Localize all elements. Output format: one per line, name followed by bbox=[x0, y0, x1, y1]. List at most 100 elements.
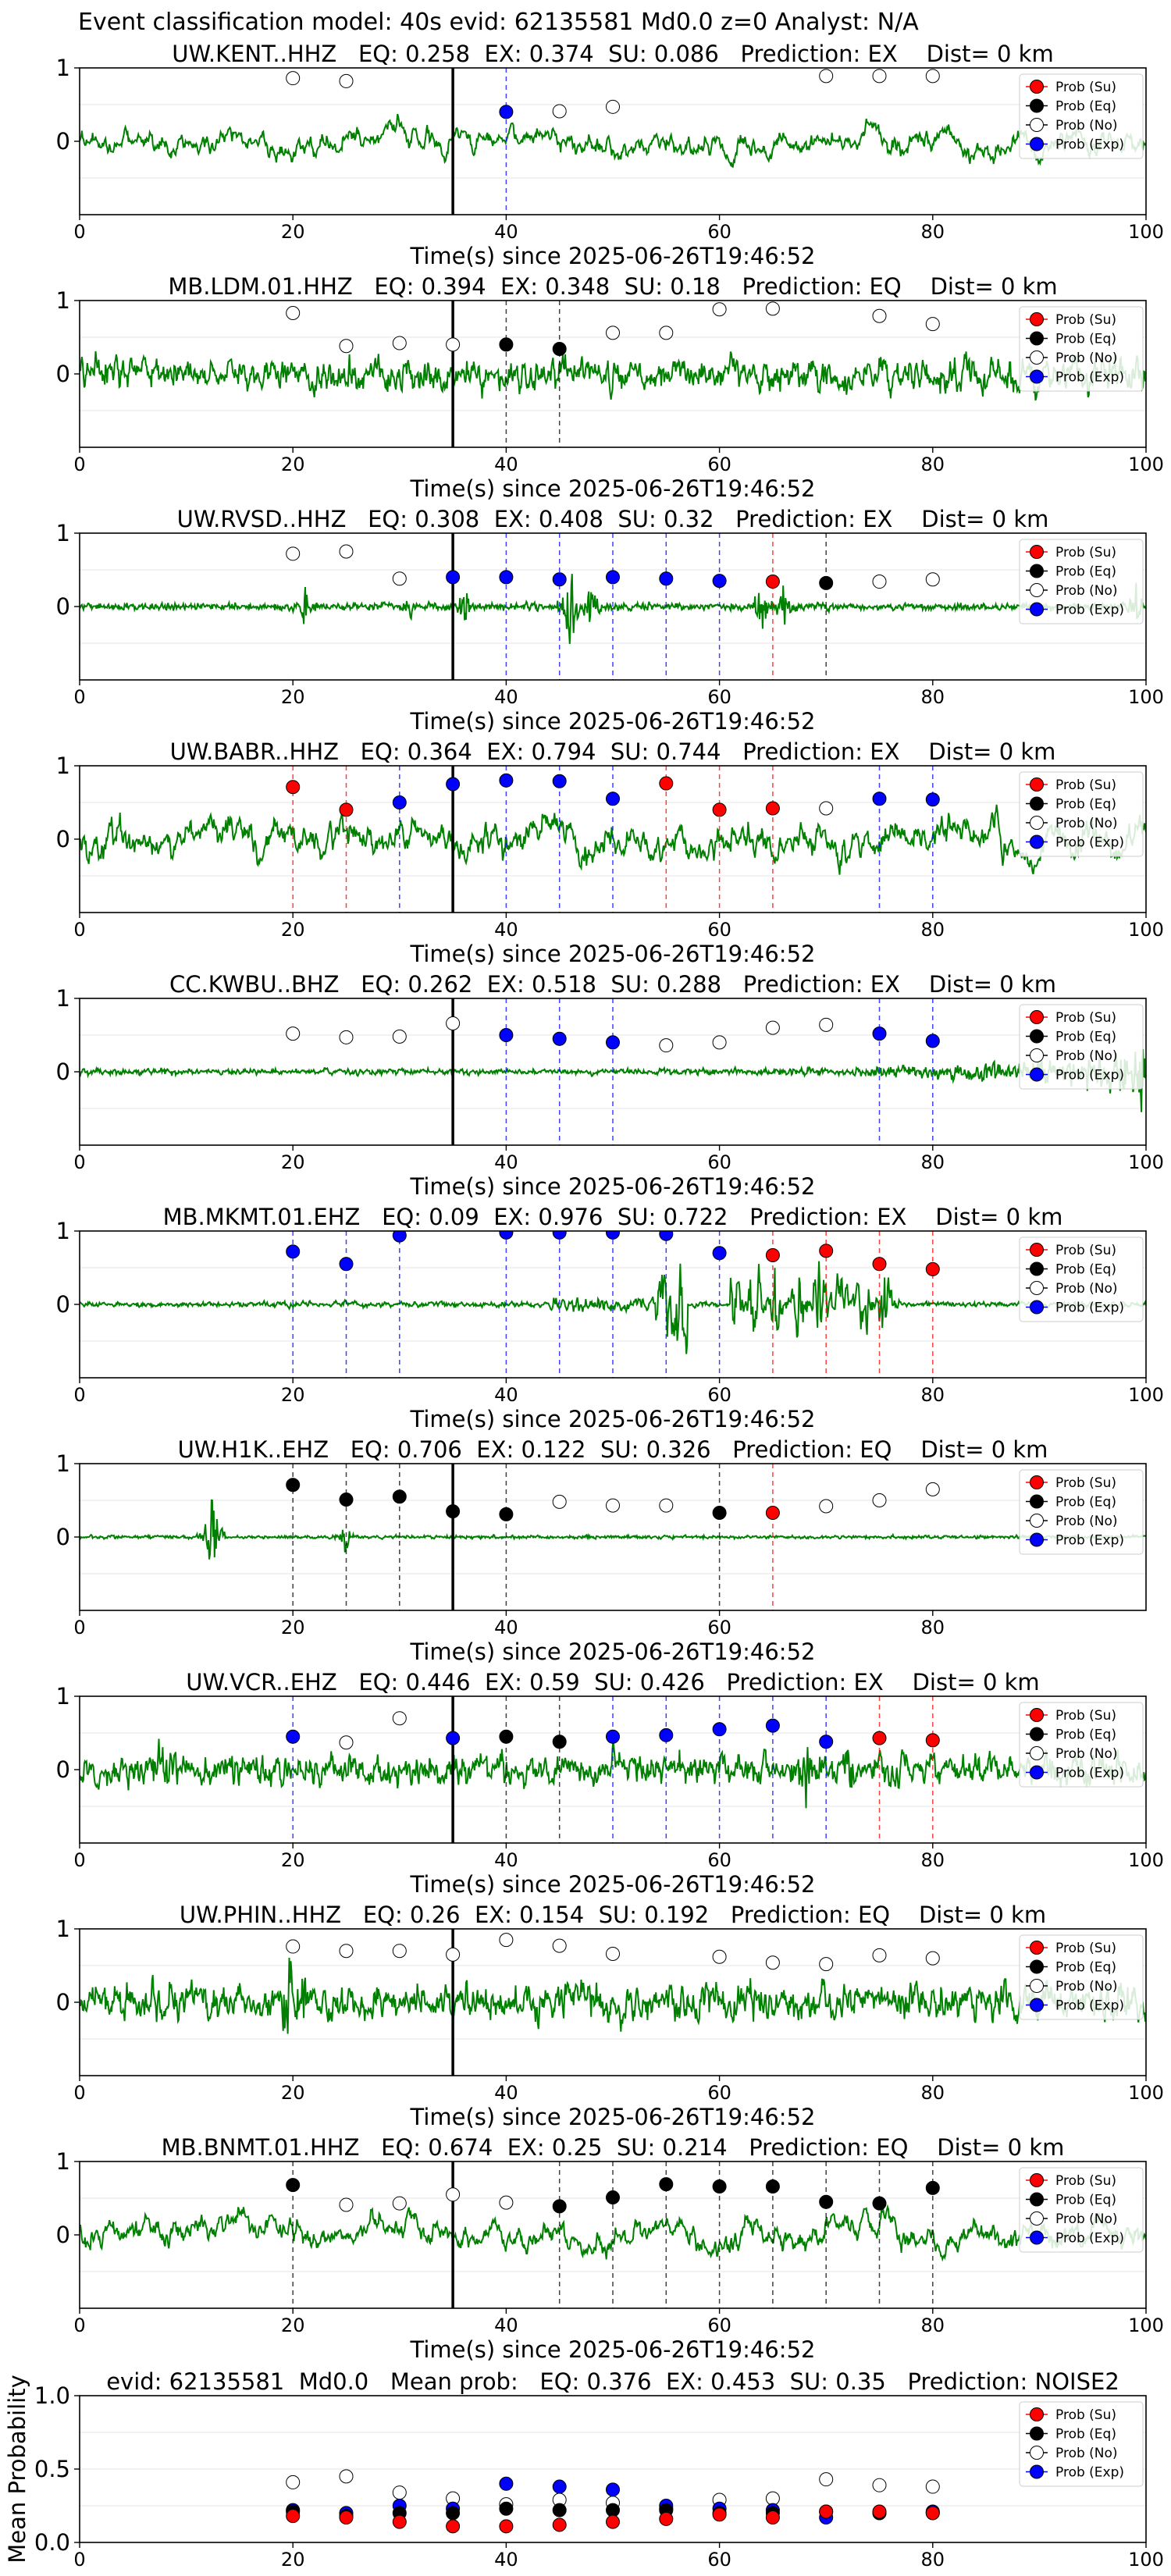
legend-label: Prob (Eq) bbox=[1055, 2193, 1116, 2208]
mean-point-exp bbox=[499, 2476, 514, 2491]
x-tick-label: 20 bbox=[281, 1849, 305, 1871]
legend-marker-no bbox=[1030, 583, 1044, 597]
x-axis-label: Time(s) since 2025-06-26T19:46:52 bbox=[410, 1638, 816, 1665]
prob-point-eq bbox=[446, 1504, 461, 1519]
prob-point-exp bbox=[606, 1035, 620, 1050]
prob-point-eq bbox=[499, 337, 514, 352]
legend-label: Prob (Exp) bbox=[1055, 835, 1124, 851]
prob-point-no bbox=[712, 302, 727, 317]
legend-marker-eq bbox=[1030, 1029, 1044, 1044]
prob-point-exp bbox=[659, 571, 674, 586]
legend-frame bbox=[1019, 1469, 1144, 1555]
x-tick-label: 60 bbox=[707, 2082, 731, 2104]
x-tick-label: 20 bbox=[281, 2549, 305, 2571]
legend-marker-no bbox=[1030, 816, 1044, 830]
y-tick-label: 1 bbox=[56, 753, 70, 779]
x-tick-label: 40 bbox=[494, 686, 518, 708]
x-tick-label: 40 bbox=[494, 454, 518, 475]
x-tick-label: 20 bbox=[281, 2082, 305, 2104]
panel-title: UW.BABR..HHZ EQ: 0.364 EX: 0.794 SU: 0.7… bbox=[170, 738, 1056, 765]
axes-frame bbox=[79, 67, 1147, 215]
y-tick-label: 0 bbox=[56, 1059, 70, 1085]
x-tick-label: 0 bbox=[73, 1849, 85, 1871]
legend-marker-eq bbox=[1030, 1959, 1044, 1974]
legend-label: Prob (Exp) bbox=[1055, 1998, 1124, 2014]
prob-point-no bbox=[819, 1499, 834, 1514]
panel-title: UW.PHIN..HHZ EQ: 0.26 EX: 0.154 SU: 0.19… bbox=[180, 1902, 1046, 1928]
prob-point-eq bbox=[659, 2177, 674, 2192]
x-tick-label: 20 bbox=[281, 454, 305, 475]
legend-label: Prob (Su) bbox=[1055, 1243, 1116, 1258]
legend-label: Prob (No) bbox=[1055, 1746, 1118, 1762]
y-tick-label: 0 bbox=[56, 826, 70, 852]
prob-point-no bbox=[339, 339, 354, 354]
plot-area bbox=[80, 1464, 1146, 1610]
legend-marker-eq bbox=[1030, 564, 1044, 578]
legend-marker-exp bbox=[1030, 1765, 1044, 1780]
prob-point-eq bbox=[712, 1505, 727, 1520]
x-tick-label: 0 bbox=[73, 1617, 85, 1638]
prob-point-eq bbox=[552, 1735, 567, 1749]
x-tick-label: 40 bbox=[494, 1849, 518, 1871]
legend-label: Prob (Su) bbox=[1055, 2407, 1116, 2423]
legend-marker-su bbox=[1030, 777, 1044, 792]
prob-point-no bbox=[872, 1493, 887, 1507]
prob-point-exp bbox=[446, 1731, 461, 1745]
legend-marker-eq bbox=[1030, 796, 1044, 811]
prob-point-eq bbox=[552, 342, 567, 357]
legend-marker-exp bbox=[1030, 2464, 1044, 2479]
legend-marker-eq bbox=[1030, 98, 1044, 113]
x-tick-label: 80 bbox=[921, 1617, 945, 1638]
prob-point-no bbox=[819, 1957, 834, 1972]
legend-marker-exp bbox=[1030, 369, 1044, 384]
prob-point-exp bbox=[872, 792, 887, 806]
x-tick-label: 40 bbox=[494, 221, 518, 243]
legend-label: Prob (No) bbox=[1055, 583, 1118, 599]
prob-point-su bbox=[765, 575, 780, 589]
x-axis-label: Time(s) since 2025-06-26T19:46:52 bbox=[410, 708, 816, 735]
legend-label: Prob (Exp) bbox=[1055, 1533, 1124, 1549]
mean-point-no bbox=[339, 2469, 354, 2484]
mean-point-no bbox=[819, 2472, 834, 2487]
prob-point-su bbox=[925, 1733, 940, 1748]
legend-marker-su bbox=[1030, 545, 1044, 559]
panel-title: CC.KWBU..BHZ EQ: 0.262 EX: 0.518 SU: 0.2… bbox=[169, 971, 1056, 998]
x-tick-label: 80 bbox=[921, 1384, 945, 1406]
x-tick-label: 0 bbox=[73, 2314, 85, 2336]
plot-area bbox=[80, 301, 1146, 447]
x-tick-label: 100 bbox=[1128, 2082, 1164, 2104]
legend-marker-no bbox=[1030, 1746, 1044, 1760]
prob-point-eq bbox=[499, 1507, 514, 1521]
plot-area bbox=[80, 766, 1146, 913]
prob-point-eq bbox=[286, 2178, 301, 2193]
y-tick-label: 1 bbox=[56, 287, 70, 314]
x-tick-label: 40 bbox=[494, 919, 518, 941]
legend-marker-exp bbox=[1030, 1300, 1044, 1315]
legend-frame bbox=[1019, 539, 1144, 624]
panel-title: UW.RVSD..HHZ EQ: 0.308 EX: 0.408 SU: 0.3… bbox=[177, 506, 1049, 532]
legend-marker-no bbox=[1030, 1979, 1044, 1993]
prob-point-exp bbox=[392, 1231, 407, 1243]
mean-point-su bbox=[872, 2504, 887, 2519]
prob-point-exp bbox=[446, 570, 461, 585]
y-tick-label: 0 bbox=[56, 2222, 70, 2248]
prob-point-no bbox=[925, 317, 940, 332]
prob-point-exp bbox=[552, 1031, 567, 1046]
prob-point-su bbox=[286, 780, 301, 795]
prob-point-no bbox=[872, 308, 887, 323]
plot-area bbox=[286, 2469, 940, 2534]
legend-frame bbox=[1019, 1934, 1144, 2020]
legend-label: Prob (No) bbox=[1055, 118, 1118, 133]
mean-point-su bbox=[446, 2519, 461, 2534]
mean-point-su bbox=[925, 2506, 940, 2521]
prob-point-exp bbox=[286, 1729, 301, 1744]
prob-point-no bbox=[712, 1035, 727, 1050]
prob-point-exp bbox=[446, 777, 461, 792]
prob-point-exp bbox=[712, 574, 727, 589]
legend-label: Prob (Eq) bbox=[1055, 1960, 1116, 1976]
prob-point-eq bbox=[339, 1493, 354, 1507]
x-tick-label: 80 bbox=[921, 221, 945, 243]
y-tick-label: 0 bbox=[56, 361, 70, 387]
legend: Prob (Su) Prob (Eq) Prob (No) Prob (Exp) bbox=[1019, 2401, 1144, 2487]
x-tick-label: 60 bbox=[707, 1384, 731, 1406]
